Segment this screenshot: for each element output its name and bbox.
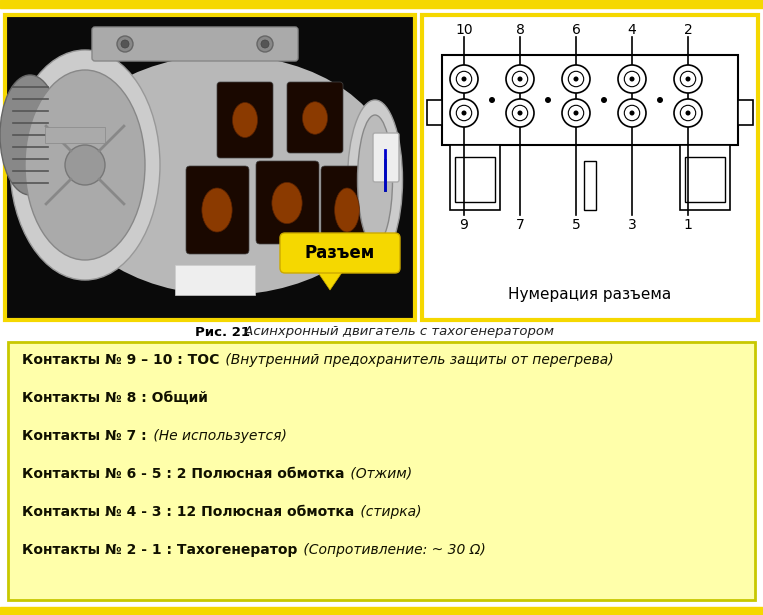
Circle shape bbox=[574, 111, 578, 116]
Text: 1: 1 bbox=[684, 218, 693, 232]
Circle shape bbox=[456, 105, 472, 121]
Circle shape bbox=[456, 71, 472, 87]
Circle shape bbox=[517, 76, 523, 82]
Circle shape bbox=[506, 65, 534, 93]
Text: Контакты № 2 - 1 : Тахогенератор: Контакты № 2 - 1 : Тахогенератор bbox=[22, 542, 298, 557]
Circle shape bbox=[450, 99, 478, 127]
Bar bbox=[450, 145, 500, 210]
Text: (Не используется): (Не используется) bbox=[149, 429, 286, 443]
Polygon shape bbox=[315, 268, 345, 290]
Circle shape bbox=[261, 40, 269, 48]
Circle shape bbox=[506, 99, 534, 127]
Circle shape bbox=[657, 97, 663, 103]
Text: Контакты № 9 – 10 : ТОС: Контакты № 9 – 10 : ТОС bbox=[22, 353, 220, 367]
Bar bbox=[45, 127, 105, 143]
Circle shape bbox=[462, 76, 466, 82]
Bar bbox=[0, 607, 763, 615]
Circle shape bbox=[121, 40, 129, 48]
Text: 5: 5 bbox=[571, 218, 581, 232]
Circle shape bbox=[517, 111, 523, 116]
Text: (Сопротивление: ~ 30 Ω): (Сопротивление: ~ 30 Ω) bbox=[299, 542, 486, 557]
Text: 10: 10 bbox=[456, 23, 473, 37]
Circle shape bbox=[624, 71, 639, 87]
Circle shape bbox=[618, 65, 646, 93]
Text: (Отжим): (Отжим) bbox=[346, 467, 413, 481]
FancyBboxPatch shape bbox=[92, 27, 298, 61]
Text: Контакты № 7 :: Контакты № 7 : bbox=[22, 429, 146, 443]
Bar bbox=[175, 265, 255, 295]
Text: 4: 4 bbox=[628, 23, 636, 37]
Text: Контакты № 4 - 3 : 12 Полюсная обмотка: Контакты № 4 - 3 : 12 Полюсная обмотка bbox=[22, 505, 354, 519]
Ellipse shape bbox=[347, 100, 403, 260]
Ellipse shape bbox=[202, 188, 232, 232]
Circle shape bbox=[629, 111, 635, 116]
Circle shape bbox=[257, 36, 273, 52]
Circle shape bbox=[489, 97, 495, 103]
Ellipse shape bbox=[65, 145, 105, 185]
Ellipse shape bbox=[233, 103, 257, 138]
FancyBboxPatch shape bbox=[186, 166, 249, 254]
Text: Контакты № 6 - 5 : 2 Полюсная обмотка: Контакты № 6 - 5 : 2 Полюсная обмотка bbox=[22, 467, 345, 481]
Circle shape bbox=[545, 97, 551, 103]
Bar bbox=[455, 157, 495, 202]
Circle shape bbox=[462, 111, 466, 116]
Bar bbox=[738, 100, 753, 125]
Text: Разъем: Разъем bbox=[305, 244, 375, 262]
Circle shape bbox=[674, 65, 702, 93]
Ellipse shape bbox=[302, 101, 327, 134]
Circle shape bbox=[562, 65, 590, 93]
Text: Рис. 21: Рис. 21 bbox=[195, 325, 250, 338]
Bar bbox=[680, 145, 730, 210]
Text: 7: 7 bbox=[516, 218, 524, 232]
FancyBboxPatch shape bbox=[256, 161, 319, 244]
Text: 6: 6 bbox=[571, 23, 581, 37]
FancyBboxPatch shape bbox=[217, 82, 273, 158]
Circle shape bbox=[512, 71, 528, 87]
Text: Нумерация разъема: Нумерация разъема bbox=[508, 287, 671, 302]
Bar bbox=[427, 100, 442, 125]
Bar bbox=[422, 15, 758, 320]
Bar bbox=[8, 342, 755, 600]
Text: 3: 3 bbox=[628, 218, 636, 232]
Circle shape bbox=[674, 99, 702, 127]
FancyBboxPatch shape bbox=[287, 82, 343, 153]
Ellipse shape bbox=[55, 55, 395, 295]
Circle shape bbox=[562, 99, 590, 127]
Text: 8: 8 bbox=[516, 23, 524, 37]
Bar bbox=[5, 15, 415, 320]
Circle shape bbox=[685, 76, 691, 82]
Bar bbox=[0, 0, 763, 8]
Bar bbox=[584, 161, 596, 210]
Bar bbox=[442, 55, 738, 145]
Circle shape bbox=[574, 76, 578, 82]
Ellipse shape bbox=[335, 188, 359, 232]
Ellipse shape bbox=[358, 115, 392, 245]
Ellipse shape bbox=[10, 50, 160, 280]
Circle shape bbox=[624, 105, 639, 121]
Circle shape bbox=[681, 105, 696, 121]
Circle shape bbox=[685, 111, 691, 116]
Circle shape bbox=[117, 36, 133, 52]
Bar bbox=[685, 157, 725, 202]
Text: Асинхронный двигатель с тахогенератором: Асинхронный двигатель с тахогенератором bbox=[240, 325, 554, 338]
FancyBboxPatch shape bbox=[321, 166, 374, 254]
Ellipse shape bbox=[25, 70, 145, 260]
Ellipse shape bbox=[272, 183, 302, 224]
Circle shape bbox=[450, 65, 478, 93]
Circle shape bbox=[629, 76, 635, 82]
Circle shape bbox=[601, 97, 607, 103]
Circle shape bbox=[618, 99, 646, 127]
FancyBboxPatch shape bbox=[373, 133, 399, 182]
Text: (Внутренний предохранитель защиты от перегрева): (Внутренний предохранитель защиты от пер… bbox=[221, 353, 614, 367]
Text: Контакты № 8 : Общий: Контакты № 8 : Общий bbox=[22, 391, 208, 405]
Circle shape bbox=[568, 71, 584, 87]
FancyBboxPatch shape bbox=[280, 233, 400, 273]
Circle shape bbox=[568, 105, 584, 121]
Text: 2: 2 bbox=[684, 23, 692, 37]
Circle shape bbox=[681, 71, 696, 87]
Circle shape bbox=[512, 105, 528, 121]
Ellipse shape bbox=[0, 75, 60, 195]
Text: 9: 9 bbox=[459, 218, 468, 232]
Text: (стирка): (стирка) bbox=[356, 505, 422, 519]
